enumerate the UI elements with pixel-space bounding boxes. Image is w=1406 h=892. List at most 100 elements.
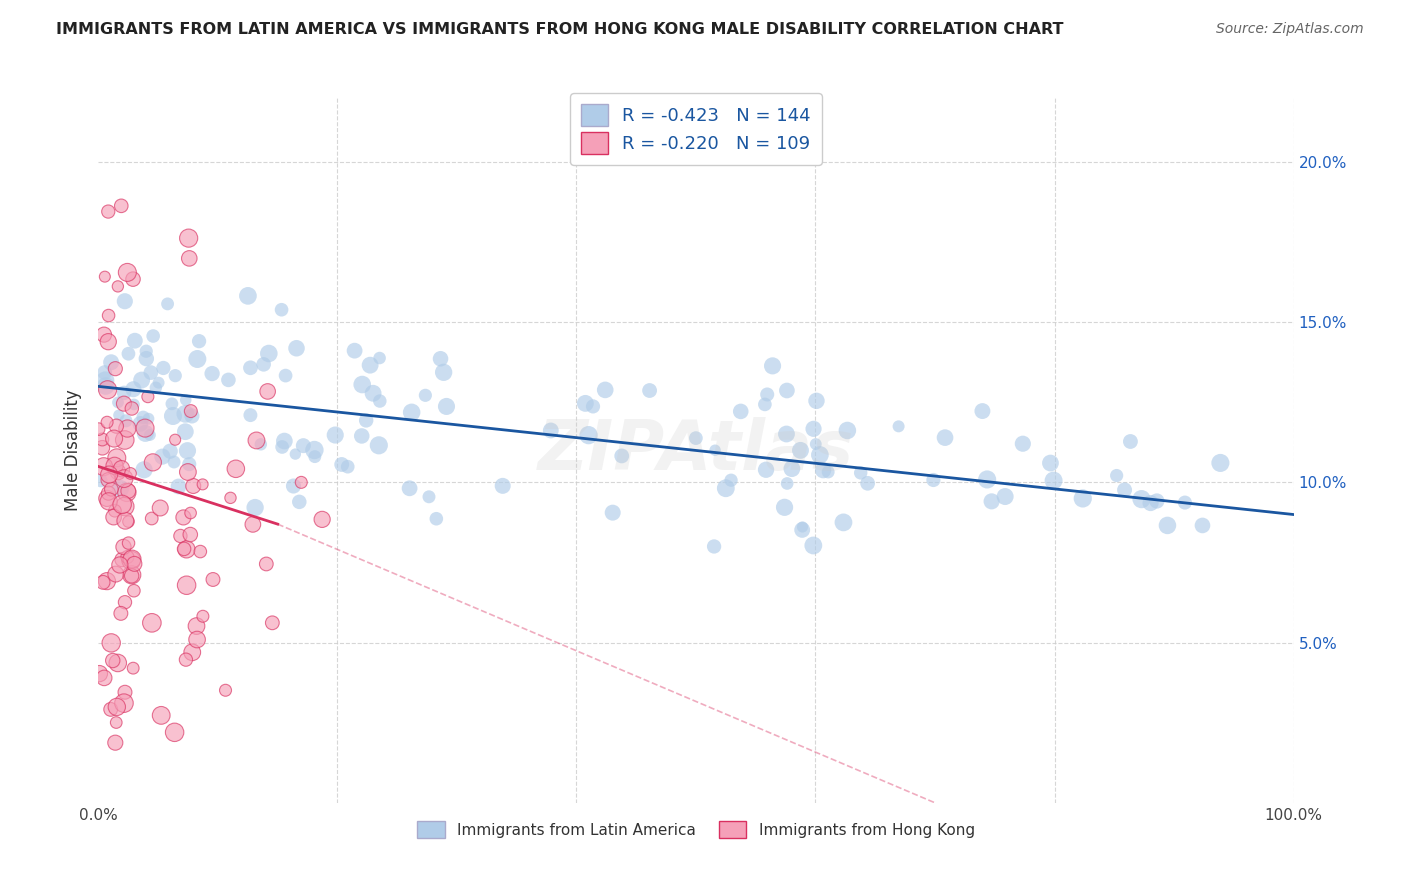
- Point: [122, 661, 145, 675]
- Point: [811, 463, 834, 477]
- Point: [89, 666, 111, 681]
- Point: [132, 463, 155, 477]
- Point: [105, 699, 128, 714]
- Point: [141, 511, 163, 525]
- Point: [350, 429, 373, 443]
- Point: [114, 433, 136, 447]
- Point: [1209, 456, 1232, 470]
- Point: [188, 334, 211, 348]
- Point: [849, 466, 872, 480]
- Point: [837, 424, 859, 438]
- Point: [121, 401, 143, 416]
- Point: [117, 515, 139, 529]
- Point: [112, 397, 135, 411]
- Point: [730, 404, 752, 418]
- Point: [425, 512, 447, 526]
- Point: [336, 459, 359, 474]
- Point: [773, 500, 796, 515]
- Point: [94, 379, 117, 393]
- Point: [124, 334, 146, 348]
- Point: [122, 397, 145, 411]
- Point: [214, 683, 236, 698]
- Point: [122, 382, 145, 396]
- Point: [100, 702, 122, 716]
- Point: [172, 510, 194, 524]
- Point: [832, 516, 855, 530]
- Point: [97, 309, 120, 323]
- Text: IMMIGRANTS FROM LATIN AMERICA VS IMMIGRANTS FROM HONG KONG MALE DISABILITY CORRE: IMMIGRANTS FROM LATIN AMERICA VS IMMIGRA…: [56, 22, 1064, 37]
- Point: [180, 506, 202, 520]
- Point: [163, 455, 186, 469]
- Point: [120, 553, 142, 567]
- Point: [311, 512, 333, 526]
- Point: [110, 482, 132, 496]
- Point: [540, 424, 562, 438]
- Point: [254, 557, 277, 571]
- Point: [131, 373, 153, 387]
- Point: [145, 381, 167, 395]
- Point: [976, 473, 998, 487]
- Point: [792, 523, 814, 537]
- Point: [176, 542, 198, 557]
- Point: [288, 495, 311, 509]
- Point: [243, 500, 266, 515]
- Point: [159, 444, 181, 458]
- Point: [167, 479, 190, 493]
- Point: [1146, 494, 1168, 508]
- Point: [638, 384, 661, 398]
- Point: [135, 344, 157, 359]
- Point: [436, 400, 458, 414]
- Point: [253, 357, 276, 371]
- Point: [156, 297, 179, 311]
- Point: [704, 443, 727, 458]
- Point: [808, 448, 831, 462]
- Point: [135, 351, 157, 366]
- Point: [117, 347, 139, 361]
- Point: [817, 465, 839, 479]
- Point: [117, 265, 139, 279]
- Point: [219, 491, 242, 505]
- Point: [789, 443, 811, 458]
- Point: [112, 472, 135, 486]
- Point: [124, 557, 146, 571]
- Point: [239, 408, 262, 422]
- Point: [138, 411, 160, 425]
- Point: [120, 467, 142, 481]
- Point: [270, 302, 292, 317]
- Point: [792, 520, 814, 534]
- Point: [201, 367, 224, 381]
- Point: [401, 405, 423, 419]
- Point: [114, 294, 136, 309]
- Point: [1071, 491, 1094, 506]
- Point: [250, 437, 273, 451]
- Point: [174, 653, 197, 667]
- Point: [94, 373, 117, 387]
- Point: [136, 390, 159, 404]
- Point: [1156, 518, 1178, 533]
- Point: [139, 428, 162, 442]
- Point: [359, 358, 381, 372]
- Point: [304, 450, 326, 464]
- Point: [191, 609, 214, 624]
- Point: [271, 440, 294, 454]
- Point: [368, 394, 391, 409]
- Point: [134, 426, 156, 441]
- Point: [93, 327, 115, 342]
- Point: [160, 397, 183, 411]
- Point: [398, 481, 420, 495]
- Text: ZIPAtlas: ZIPAtlas: [538, 417, 853, 484]
- Point: [110, 461, 132, 475]
- Point: [141, 615, 163, 630]
- Point: [593, 383, 616, 397]
- Text: Source: ZipAtlas.com: Source: ZipAtlas.com: [1216, 22, 1364, 37]
- Point: [179, 527, 201, 541]
- Point: [361, 386, 384, 401]
- Point: [994, 490, 1017, 504]
- Point: [129, 417, 152, 431]
- Point: [114, 500, 136, 514]
- Point: [181, 409, 204, 423]
- Point: [242, 517, 264, 532]
- Point: [257, 346, 280, 360]
- Point: [602, 506, 624, 520]
- Point: [236, 289, 259, 303]
